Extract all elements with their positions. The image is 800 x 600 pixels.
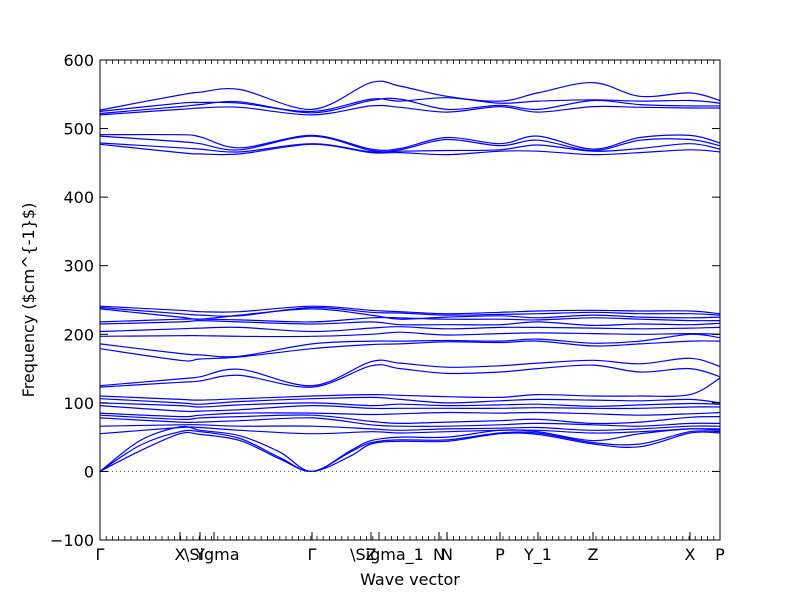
band-14 — [99, 326, 721, 333]
x-tick-label: N — [433, 545, 445, 564]
band-20 — [99, 377, 721, 401]
x-tick-label: Γ — [308, 545, 317, 564]
band-29 — [99, 425, 721, 473]
x-tick-label: Y_1 — [523, 545, 552, 565]
y-tick-label: 0 — [84, 462, 94, 481]
band-15 — [99, 331, 721, 338]
band-2 — [99, 97, 721, 113]
band-18 — [99, 357, 721, 387]
x-tick-label: Z — [366, 545, 377, 564]
band-12 — [99, 316, 721, 323]
x-tick-label: P — [495, 545, 505, 564]
band-10 — [99, 306, 721, 317]
x-tick-label: \Sigma_1 — [350, 545, 424, 565]
band-7 — [99, 142, 721, 153]
band-16 — [99, 333, 721, 358]
x-tick-label: N — [441, 545, 453, 564]
band-5 — [99, 133, 721, 151]
y-tick-label: 400 — [63, 188, 94, 207]
band-lines — [99, 80, 721, 473]
y-tick-label: −100 — [50, 531, 94, 550]
band-8 — [99, 143, 721, 156]
band-3 — [99, 97, 721, 115]
y-tick-label: 600 — [63, 51, 94, 70]
x-tick-label: Z — [588, 545, 599, 564]
band-27 — [99, 424, 721, 431]
band-1 — [99, 80, 721, 111]
band-19 — [99, 364, 721, 388]
y-axis-label: Frequency ($cm^{-1}$) — [19, 203, 38, 398]
band-9 — [99, 305, 721, 315]
band-25 — [99, 414, 721, 425]
band-31 — [99, 431, 721, 473]
minor-x-ticks — [99, 60, 721, 540]
y-tick-label: 500 — [63, 120, 94, 139]
band-24 — [99, 411, 721, 418]
band-6 — [99, 135, 721, 153]
band-26 — [99, 417, 721, 427]
band-13 — [99, 320, 721, 327]
band-22 — [99, 402, 721, 408]
y-tick-label: 200 — [63, 325, 94, 344]
band-30 — [99, 429, 721, 473]
band-23 — [99, 404, 721, 413]
x-tick-label: X — [175, 545, 186, 564]
x-tick-label: X — [685, 545, 696, 564]
x-tick-label: Γ — [96, 545, 105, 564]
x-tick-label: \Sigma — [184, 545, 240, 564]
x-tick-label: P — [715, 545, 725, 564]
y-axis-ticks: −100 0 100 200 300 400 500 600 — [50, 51, 720, 550]
y-tick-label: 300 — [63, 257, 94, 276]
band-28 — [99, 426, 721, 435]
plot-frame — [99, 59, 721, 541]
y-tick-label: 100 — [63, 394, 94, 413]
x-axis-label: Wave vector — [360, 570, 460, 589]
band-21 — [99, 396, 721, 405]
x-tick-label: Y — [194, 545, 205, 564]
x-axis-ticks: Γ X Y\Sigma Γ Z\Sigma_1 NN P Y_1 Z X P — [96, 532, 725, 565]
band-17 — [99, 340, 721, 362]
band-4 — [99, 104, 721, 116]
